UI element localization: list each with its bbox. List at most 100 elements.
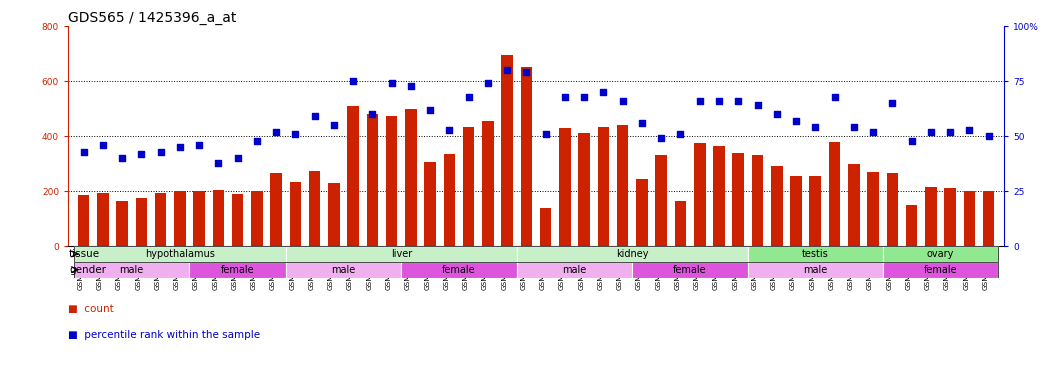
Point (230, 155, 246, 161)
Text: male: male (331, 265, 355, 274)
Bar (386, 116, 397, 246)
Point (575, 94, 592, 100)
Point (326, 122, 343, 128)
Bar (748, 262, 882, 278)
Point (287, 131, 304, 137)
Bar (868, 172, 879, 246)
Text: ■  percentile rank within the sample: ■ percentile rank within the sample (68, 330, 260, 340)
Bar (78, 195, 89, 246)
Bar (521, 68, 532, 246)
Point (980, 133, 997, 139)
Bar (74, 246, 286, 262)
Point (172, 144, 189, 150)
Bar (286, 262, 401, 278)
Text: testis: testis (802, 249, 829, 259)
Bar (155, 192, 167, 246)
Point (768, 111, 785, 117)
Bar (887, 173, 898, 246)
Bar (636, 179, 648, 246)
Bar (829, 142, 840, 246)
Point (75, 148, 92, 154)
Text: male: male (563, 265, 587, 274)
Bar (501, 55, 512, 246)
Bar (309, 171, 321, 246)
Point (556, 94, 573, 100)
Bar (597, 126, 609, 246)
Point (133, 151, 150, 157)
Bar (328, 183, 340, 246)
Point (402, 82, 419, 88)
Point (883, 100, 900, 106)
Point (384, 80, 400, 86)
Bar (675, 201, 686, 246)
Bar (193, 191, 204, 246)
Bar (347, 106, 358, 246)
Bar (443, 154, 455, 246)
Point (653, 135, 670, 141)
Bar (540, 208, 551, 246)
Bar (578, 134, 590, 246)
Text: male: male (803, 265, 827, 274)
Point (306, 113, 323, 119)
Text: hypothalamus: hypothalamus (145, 249, 215, 259)
Point (441, 127, 458, 133)
Point (865, 129, 881, 135)
Bar (771, 166, 783, 246)
Bar (632, 262, 748, 278)
Bar (751, 155, 763, 246)
Bar (97, 192, 109, 246)
Point (961, 127, 978, 133)
Bar (560, 128, 571, 246)
Bar (190, 262, 286, 278)
Bar (790, 176, 802, 246)
Point (672, 131, 689, 137)
Point (538, 131, 554, 137)
Point (922, 129, 939, 135)
Point (903, 138, 920, 144)
Text: female: female (923, 265, 957, 274)
Bar (270, 173, 282, 246)
Bar (848, 164, 859, 246)
Bar (252, 191, 263, 246)
Point (846, 124, 863, 130)
Text: female: female (673, 265, 707, 274)
Bar (882, 262, 998, 278)
Text: tissue: tissue (69, 249, 101, 259)
Bar (401, 262, 517, 278)
Bar (232, 194, 243, 246)
Text: ovary: ovary (926, 249, 954, 259)
Point (267, 129, 284, 135)
Text: gender: gender (69, 265, 106, 274)
Text: kidney: kidney (616, 249, 649, 259)
Bar (694, 143, 705, 246)
Point (729, 98, 746, 104)
Bar (74, 262, 190, 278)
Bar (617, 125, 629, 246)
Text: GDS565 / 1425396_a_at: GDS565 / 1425396_a_at (68, 11, 237, 25)
Point (421, 107, 438, 113)
Point (692, 98, 708, 104)
Bar (135, 198, 147, 246)
Bar (116, 201, 128, 246)
Text: female: female (221, 265, 255, 274)
Text: female: female (442, 265, 476, 274)
Bar (944, 188, 956, 246)
Point (634, 120, 651, 126)
Bar (748, 246, 882, 262)
Bar (424, 162, 436, 246)
Bar (963, 191, 975, 246)
Bar (463, 126, 475, 246)
Bar (174, 191, 185, 246)
Bar (406, 109, 417, 246)
Point (152, 148, 169, 154)
Point (94, 142, 111, 148)
Point (711, 98, 727, 104)
Point (499, 67, 516, 73)
Point (942, 129, 959, 135)
Bar (517, 262, 632, 278)
Point (460, 94, 477, 100)
Point (480, 80, 497, 86)
Bar (482, 121, 494, 246)
Bar (905, 205, 917, 246)
Bar (983, 191, 995, 246)
